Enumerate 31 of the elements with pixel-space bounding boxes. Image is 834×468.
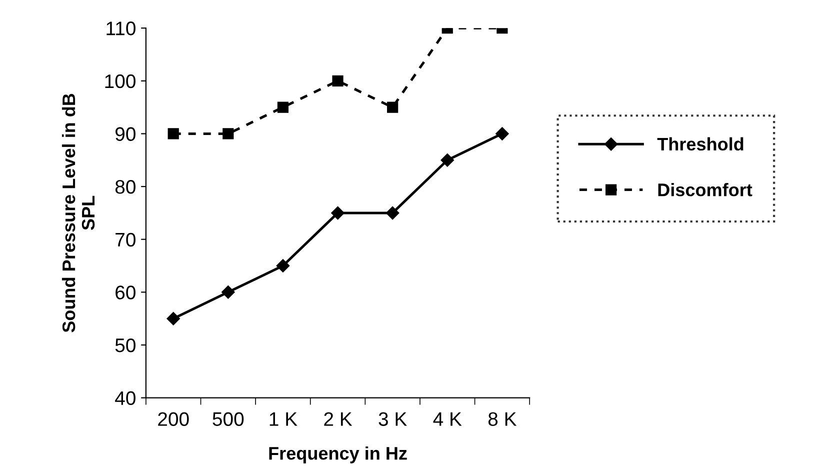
x-tick-label: 1 K (270, 412, 298, 426)
y-axis-title: Sound Pressure Level in dB SPL (62, 94, 95, 332)
y-tick-label: 40 (115, 391, 136, 406)
y-tick-label: 90 (116, 127, 136, 141)
x-tick-label: 4 K (433, 412, 462, 426)
x-tick-label: 3 K (378, 412, 407, 426)
point (166, 312, 180, 326)
point (168, 128, 179, 140)
y-tick-label: 80 (115, 180, 136, 194)
point (331, 206, 344, 220)
point (440, 154, 454, 167)
point (387, 102, 398, 113)
legend-label: Threshold (657, 137, 744, 151)
point (496, 127, 509, 140)
y-tick-label: 70 (116, 232, 136, 247)
x-tick-label: 200 (158, 412, 189, 426)
point (222, 128, 234, 140)
point (222, 286, 235, 299)
x-tick-label: 8 K (488, 412, 517, 426)
point (332, 75, 344, 86)
x-tick-label: 2 K (324, 412, 352, 426)
y-tick-label: 110 (106, 22, 136, 36)
point (276, 259, 290, 272)
x-axis-title: Frequency in Hz (269, 446, 407, 464)
x-tick-label: 500 (212, 412, 244, 426)
y-tick-label: 100 (105, 74, 136, 88)
y-tick-label: 60 (116, 286, 136, 300)
legend-label: Discomfort (658, 183, 752, 196)
y-tick-label: 50 (115, 338, 136, 352)
point (277, 102, 289, 113)
point (386, 206, 400, 220)
